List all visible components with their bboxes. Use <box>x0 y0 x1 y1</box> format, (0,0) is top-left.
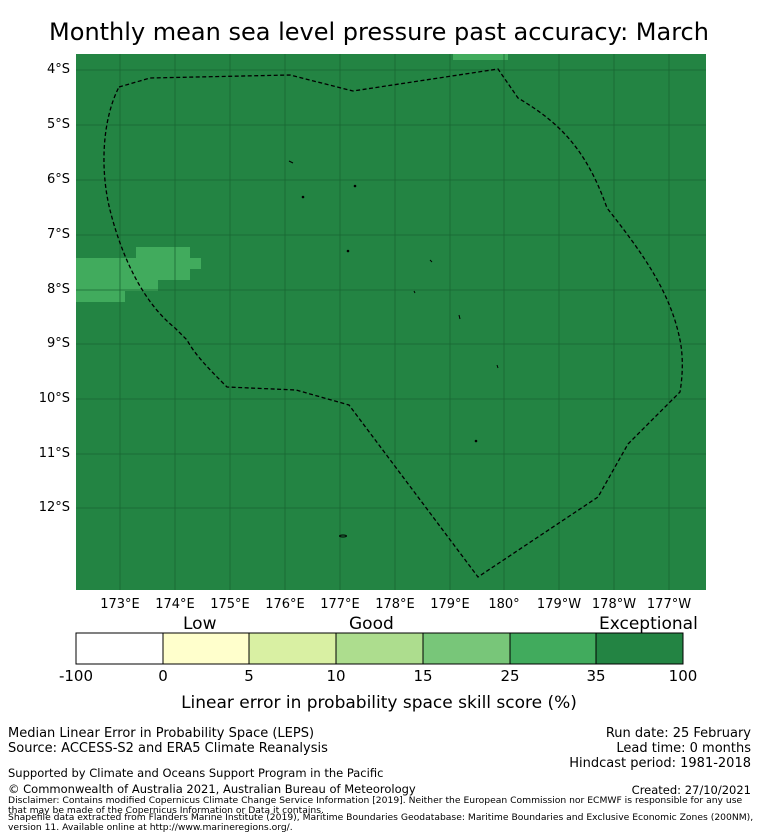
colorbar-frame <box>75 632 684 665</box>
lon-label: 173°E <box>100 597 140 612</box>
island <box>288 160 294 164</box>
method-text: Median Linear Error in Probability Space… <box>8 726 315 741</box>
shapefile-credit: Shapefile data extracted from Flanders M… <box>8 812 754 833</box>
colorbar-tick: 15 <box>413 667 433 685</box>
colorbar-tick: 5 <box>244 667 254 685</box>
islands <box>288 160 499 538</box>
colorbar-tick: -100 <box>58 667 94 685</box>
created-date: Created: 27/10/2021 <box>631 783 751 797</box>
island <box>301 195 305 199</box>
colorbar-bin <box>163 633 249 664</box>
chart-title: Monthly mean sea level pressure past acc… <box>49 18 709 46</box>
island <box>496 364 499 369</box>
island <box>429 259 433 263</box>
colorbar <box>75 632 684 665</box>
island <box>458 314 461 320</box>
lat-label: 6°S <box>46 172 70 187</box>
lat-label: 7°S <box>46 227 70 242</box>
colorbar-bin <box>423 633 510 664</box>
lon-label: 177°E <box>320 597 360 612</box>
colorbar-tick: 0 <box>158 667 168 685</box>
colorbar-axis-label: Linear error in probability space skill … <box>181 693 577 713</box>
island <box>413 290 416 294</box>
lon-label: 177°W <box>646 597 692 612</box>
lat-label: 4°S <box>46 62 70 77</box>
colorbar-tick: 25 <box>500 667 520 685</box>
island <box>346 249 350 253</box>
run-date: Run date: 25 February <box>605 726 751 741</box>
map-background <box>76 54 706 590</box>
colorbar-bin <box>336 633 423 664</box>
lon-label: 178°E <box>375 597 415 612</box>
category-exceptional: Exceptional <box>599 614 698 634</box>
colorbar-bin <box>249 633 336 664</box>
colorbar-tick: 35 <box>586 667 606 685</box>
lon-label: 179°W <box>536 597 582 612</box>
skill-patch-west <box>76 247 201 302</box>
lead-time: Lead time: 0 months <box>616 741 751 756</box>
island <box>474 439 478 443</box>
lon-label: 178°W <box>591 597 637 612</box>
disclaimer-text: Disclaimer: Contains modified Copernicus… <box>8 795 743 816</box>
skill-patch-top <box>453 54 508 60</box>
colorbar-tick: 100 <box>668 667 698 685</box>
lon-label: 174°E <box>155 597 195 612</box>
category-good: Good <box>349 614 394 634</box>
source-text: Source: ACCESS-S2 and ERA5 Climate Reana… <box>8 741 328 756</box>
island <box>353 184 357 188</box>
copyright-text: © Commonwealth of Australia 2021, Austra… <box>8 782 416 796</box>
lat-label: 10°S <box>38 391 70 406</box>
hindcast-period: Hindcast period: 1981-2018 <box>569 756 751 771</box>
colorbar-bin <box>510 633 596 664</box>
category-low: Low <box>183 614 217 634</box>
support-text: Supported by Climate and Oceans Support … <box>8 766 384 780</box>
colorbar-bin <box>596 633 683 664</box>
island <box>339 534 347 538</box>
lon-label: 179°E <box>430 597 470 612</box>
eez-boundary <box>103 68 683 578</box>
lat-label: 12°S <box>38 500 70 515</box>
lon-label: 175°E <box>210 597 250 612</box>
colorbar-tick: 10 <box>326 667 346 685</box>
lat-label: 5°S <box>46 117 70 132</box>
lat-label: 9°S <box>46 336 70 351</box>
lat-label: 8°S <box>46 282 70 297</box>
lon-label: 176°E <box>265 597 305 612</box>
gridlines <box>76 54 706 590</box>
colorbar-bin <box>76 633 163 664</box>
lat-label: 11°S <box>38 446 70 461</box>
lon-label: 180° <box>488 597 520 612</box>
